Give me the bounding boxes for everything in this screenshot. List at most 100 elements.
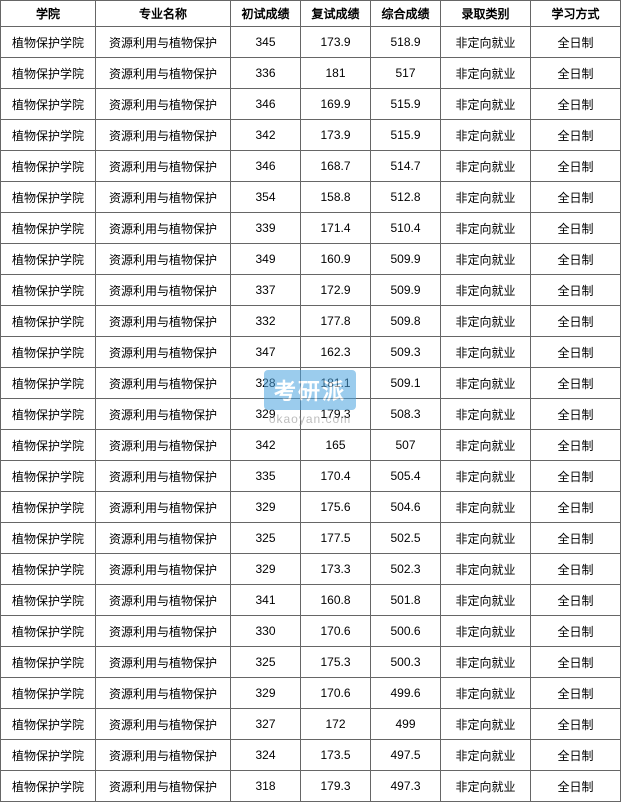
table-cell: 512.8 (371, 182, 441, 213)
table-cell: 资源利用与植物保护 (96, 771, 231, 802)
table-cell: 499 (371, 709, 441, 740)
table-cell: 173.3 (301, 554, 371, 585)
col-header-college: 学院 (1, 1, 96, 27)
table-cell: 植物保护学院 (1, 461, 96, 492)
col-header-total: 综合成绩 (371, 1, 441, 27)
table-cell: 全日制 (531, 151, 621, 182)
table-cell: 非定向就业 (441, 337, 531, 368)
table-cell: 514.7 (371, 151, 441, 182)
table-cell: 植物保护学院 (1, 554, 96, 585)
table-cell: 499.6 (371, 678, 441, 709)
table-cell: 170.6 (301, 616, 371, 647)
table-cell: 非定向就业 (441, 554, 531, 585)
table-cell: 336 (231, 58, 301, 89)
table-cell: 全日制 (531, 368, 621, 399)
table-cell: 全日制 (531, 771, 621, 802)
table-cell: 资源利用与植物保护 (96, 399, 231, 430)
table-cell: 全日制 (531, 523, 621, 554)
table-row: 植物保护学院资源利用与植物保护337172.9509.9非定向就业全日制 (1, 275, 621, 306)
table-cell: 172 (301, 709, 371, 740)
table-row: 植物保护学院资源利用与植物保护345173.9518.9非定向就业全日制 (1, 27, 621, 58)
table-row: 植物保护学院资源利用与植物保护336181517非定向就业全日制 (1, 58, 621, 89)
table-cell: 179.3 (301, 399, 371, 430)
table-cell: 173.9 (301, 120, 371, 151)
table-cell: 345 (231, 27, 301, 58)
table-cell: 500.6 (371, 616, 441, 647)
table-cell: 植物保护学院 (1, 306, 96, 337)
table-cell: 全日制 (531, 740, 621, 771)
admission-scores-table: 学院 专业名称 初试成绩 复试成绩 综合成绩 录取类别 学习方式 植物保护学院资… (0, 0, 621, 802)
table-cell: 354 (231, 182, 301, 213)
table-cell: 177.8 (301, 306, 371, 337)
table-cell: 175.3 (301, 647, 371, 678)
table-row: 植物保护学院资源利用与植物保护330170.6500.6非定向就业全日制 (1, 616, 621, 647)
table-cell: 全日制 (531, 213, 621, 244)
table-cell: 植物保护学院 (1, 368, 96, 399)
table-cell: 资源利用与植物保护 (96, 182, 231, 213)
table-cell: 非定向就业 (441, 461, 531, 492)
table-cell: 资源利用与植物保护 (96, 461, 231, 492)
table-cell: 全日制 (531, 647, 621, 678)
table-cell: 非定向就业 (441, 58, 531, 89)
table-cell: 植物保护学院 (1, 151, 96, 182)
table-row: 植物保护学院资源利用与植物保护328181.1509.1非定向就业全日制 (1, 368, 621, 399)
table-cell: 497.3 (371, 771, 441, 802)
table-cell: 318 (231, 771, 301, 802)
table-cell: 509.9 (371, 244, 441, 275)
table-cell: 植物保护学院 (1, 337, 96, 368)
table-cell: 全日制 (531, 492, 621, 523)
table-cell: 非定向就业 (441, 430, 531, 461)
table-cell: 329 (231, 554, 301, 585)
table-cell: 植物保护学院 (1, 678, 96, 709)
table-row: 植物保护学院资源利用与植物保护324173.5497.5非定向就业全日制 (1, 740, 621, 771)
table-cell: 资源利用与植物保护 (96, 585, 231, 616)
table-cell: 507 (371, 430, 441, 461)
table-row: 植物保护学院资源利用与植物保护346168.7514.7非定向就业全日制 (1, 151, 621, 182)
table-cell: 337 (231, 275, 301, 306)
table-cell: 329 (231, 492, 301, 523)
table-cell: 非定向就业 (441, 399, 531, 430)
table-row: 植物保护学院资源利用与植物保护341160.8501.8非定向就业全日制 (1, 585, 621, 616)
table-cell: 资源利用与植物保护 (96, 244, 231, 275)
table-cell: 植物保护学院 (1, 616, 96, 647)
table-body: 植物保护学院资源利用与植物保护345173.9518.9非定向就业全日制植物保护… (1, 27, 621, 802)
col-header-major: 专业名称 (96, 1, 231, 27)
table-cell: 资源利用与植物保护 (96, 120, 231, 151)
table-cell: 非定向就业 (441, 740, 531, 771)
table-cell: 非定向就业 (441, 213, 531, 244)
table-cell: 植物保护学院 (1, 244, 96, 275)
table-cell: 植物保护学院 (1, 120, 96, 151)
table-cell: 非定向就业 (441, 492, 531, 523)
table-cell: 501.8 (371, 585, 441, 616)
table-cell: 全日制 (531, 461, 621, 492)
table-cell: 非定向就业 (441, 709, 531, 740)
table-cell: 非定向就业 (441, 585, 531, 616)
table-cell: 181.1 (301, 368, 371, 399)
table-cell: 资源利用与植物保护 (96, 523, 231, 554)
table-cell: 全日制 (531, 554, 621, 585)
table-cell: 非定向就业 (441, 27, 531, 58)
col-header-category: 录取类别 (441, 1, 531, 27)
table-cell: 植物保护学院 (1, 492, 96, 523)
table-cell: 517 (371, 58, 441, 89)
table-cell: 330 (231, 616, 301, 647)
table-cell: 资源利用与植物保护 (96, 492, 231, 523)
table-cell: 508.3 (371, 399, 441, 430)
table-cell: 植物保护学院 (1, 182, 96, 213)
table-cell: 332 (231, 306, 301, 337)
table-cell: 全日制 (531, 89, 621, 120)
table-cell: 179.3 (301, 771, 371, 802)
table-cell: 502.5 (371, 523, 441, 554)
table-cell: 170.6 (301, 678, 371, 709)
table-cell: 植物保护学院 (1, 399, 96, 430)
table-row: 植物保护学院资源利用与植物保护349160.9509.9非定向就业全日制 (1, 244, 621, 275)
table-row: 植物保护学院资源利用与植物保护346169.9515.9非定向就业全日制 (1, 89, 621, 120)
table-cell: 324 (231, 740, 301, 771)
col-header-studymode: 学习方式 (531, 1, 621, 27)
table-row: 植物保护学院资源利用与植物保护332177.8509.8非定向就业全日制 (1, 306, 621, 337)
table-cell: 资源利用与植物保护 (96, 306, 231, 337)
table-cell: 509.9 (371, 275, 441, 306)
table-row: 植物保护学院资源利用与植物保护329170.6499.6非定向就业全日制 (1, 678, 621, 709)
col-header-prelim: 初试成绩 (231, 1, 301, 27)
table-cell: 资源利用与植物保护 (96, 709, 231, 740)
